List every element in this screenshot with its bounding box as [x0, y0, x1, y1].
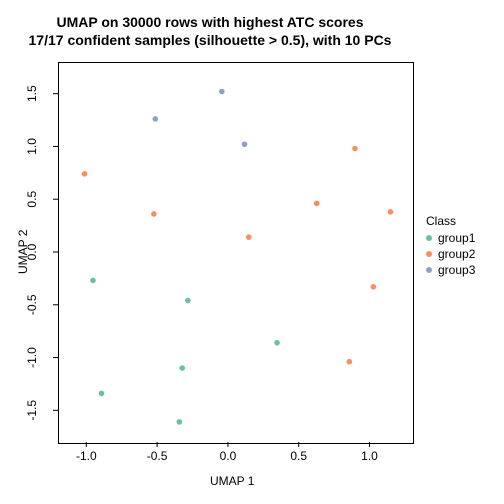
data-point	[185, 298, 191, 304]
legend-title: Class	[426, 214, 475, 228]
data-point	[152, 116, 158, 122]
legend-label: group2	[438, 247, 475, 261]
y-tick-label: 1.5	[25, 85, 39, 102]
data-point	[177, 419, 183, 425]
legend-label: group3	[438, 263, 475, 277]
legend-dot-icon	[426, 267, 432, 273]
y-axis-label: UMAP 2	[16, 230, 30, 274]
data-point	[179, 365, 185, 371]
legend-item: group2	[426, 247, 475, 261]
x-tick-label: -0.5	[147, 449, 168, 463]
legend-dot-icon	[426, 235, 432, 241]
chart-title-line1: UMAP on 30000 rows with highest ATC scor…	[0, 14, 420, 32]
y-tick-label: -0.5	[25, 294, 39, 315]
x-axis-label: UMAP 1	[210, 474, 254, 488]
data-point	[246, 234, 252, 240]
data-point	[90, 278, 96, 284]
data-point	[371, 284, 377, 290]
data-point	[82, 171, 88, 177]
x-tick-label: 0.5	[290, 449, 307, 463]
data-point	[346, 359, 352, 365]
scatter-svg	[59, 63, 413, 443]
chart-title-line2: 17/17 confident samples (silhouette > 0.…	[0, 32, 420, 50]
legend-item: group1	[426, 231, 475, 245]
data-point	[314, 201, 320, 207]
x-tick-label: 1.0	[361, 449, 378, 463]
y-tick-label: 0.5	[25, 191, 39, 208]
data-point	[388, 209, 394, 215]
y-tick-label: -1.5	[25, 400, 39, 421]
x-tick-label: 0.0	[220, 449, 237, 463]
chart-title: UMAP on 30000 rows with highest ATC scor…	[0, 14, 420, 49]
scatter-plot-area	[58, 62, 414, 444]
legend-dot-icon	[426, 251, 432, 257]
data-point	[242, 141, 248, 147]
data-point	[352, 146, 358, 152]
data-point	[99, 391, 105, 397]
data-point	[274, 340, 280, 346]
y-tick-label: 1.0	[25, 138, 39, 155]
data-point	[151, 211, 157, 217]
data-point	[219, 89, 225, 95]
legend: Class group1 group2 group3	[426, 214, 475, 279]
legend-item: group3	[426, 263, 475, 277]
y-tick-label: -1.0	[25, 347, 39, 368]
x-tick-label: -1.0	[76, 449, 97, 463]
legend-label: group1	[438, 231, 475, 245]
